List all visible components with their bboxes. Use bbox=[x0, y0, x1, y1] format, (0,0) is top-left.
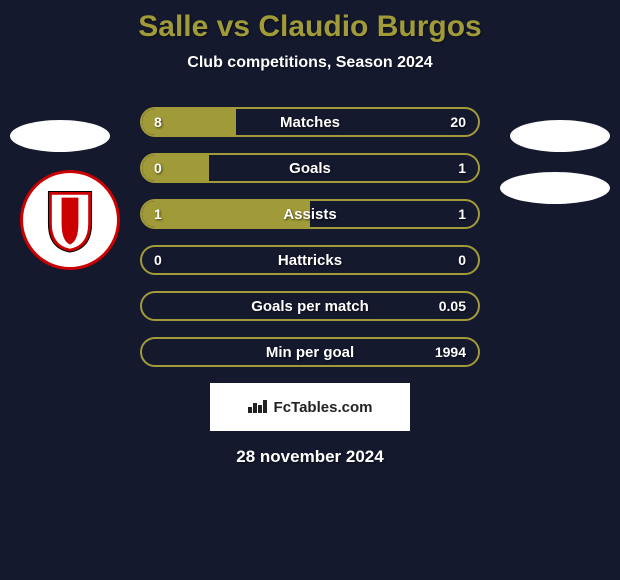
stat-bar: Goals per match0.05 bbox=[140, 291, 480, 321]
chart-icon bbox=[248, 397, 268, 418]
comparison-subtitle: Club competitions, Season 2024 bbox=[0, 54, 620, 72]
comparison-title: Salle vs Claudio Burgos bbox=[0, 0, 620, 44]
stat-label: Goals per match bbox=[142, 293, 478, 319]
stat-label: Goals bbox=[142, 155, 478, 181]
stat-bar: Min per goal1994 bbox=[140, 337, 480, 367]
stat-bar: 1Assists1 bbox=[140, 199, 480, 229]
fctables-logo: FcTables.com bbox=[210, 383, 410, 431]
player1-placeholder-ellipse bbox=[10, 120, 110, 152]
stats-container: 8Matches200Goals11Assists10Hattricks0Goa… bbox=[140, 107, 480, 367]
stat-value-right: 20 bbox=[450, 109, 466, 135]
snapshot-date: 28 november 2024 bbox=[0, 447, 620, 467]
stat-bar: 0Goals1 bbox=[140, 153, 480, 183]
stat-label: Assists bbox=[142, 201, 478, 227]
fctables-logo-text: FcTables.com bbox=[274, 399, 373, 416]
player2-placeholder-ellipse-1 bbox=[510, 120, 610, 152]
stat-label: Matches bbox=[142, 109, 478, 135]
stat-value-right: 0.05 bbox=[439, 293, 466, 319]
stat-value-right: 1 bbox=[458, 155, 466, 181]
stat-bar: 0Hattricks0 bbox=[140, 245, 480, 275]
stat-value-right: 0 bbox=[458, 247, 466, 273]
stat-label: Min per goal bbox=[142, 339, 478, 365]
stat-label: Hattricks bbox=[142, 247, 478, 273]
player1-club-badge bbox=[20, 170, 120, 270]
stat-value-right: 1 bbox=[458, 201, 466, 227]
stat-value-right: 1994 bbox=[435, 339, 466, 365]
stat-bar: 8Matches20 bbox=[140, 107, 480, 137]
player2-placeholder-ellipse-2 bbox=[500, 172, 610, 204]
